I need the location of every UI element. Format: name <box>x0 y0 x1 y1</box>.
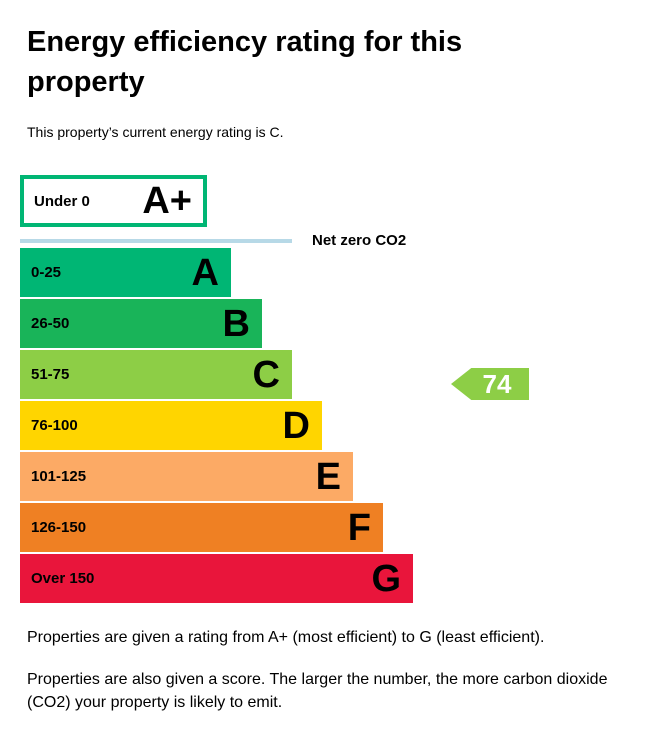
current-score-value: 74 <box>482 369 512 399</box>
band-b-letter: B <box>222 302 250 345</box>
band-e: 101-125 E <box>20 452 353 501</box>
score-explanation: Properties are also given a score. The l… <box>27 671 608 711</box>
net-zero-row: Net zero CO2 <box>20 232 450 249</box>
current-score-pointer: 74 <box>451 368 529 400</box>
band-d-range: 76-100 <box>31 417 78 434</box>
band-f-letter: F <box>347 506 371 549</box>
band-b: 26-50 B <box>20 299 262 348</box>
band-a: 0-25 A <box>20 248 231 297</box>
band-e-range: 101-125 <box>31 468 87 485</box>
energy-rating-chart: Under 0 A+ Net zero CO2 0-25 A 26-50 B 5… <box>20 175 450 605</box>
band-d: 76-100 D <box>20 401 322 450</box>
band-a-range: 0-25 <box>31 264 62 281</box>
net-zero-label: Net zero CO2 <box>312 232 407 249</box>
band-g-range: Over 150 <box>31 570 95 587</box>
band-g-letter: G <box>371 557 401 600</box>
band-g: Over 150 G <box>20 554 413 603</box>
net-zero-line <box>20 238 292 243</box>
rating-explanation: Properties are given a rating from A+ (m… <box>27 629 545 646</box>
band-f-range: 126-150 <box>31 519 87 536</box>
band-f: 126-150 F <box>20 503 383 552</box>
band-a-plus: Under 0 A+ <box>20 175 207 227</box>
band-c-range: 51-75 <box>31 366 70 383</box>
band-list: 0-25 A 26-50 B 51-75 C 76-100 D 101-125 … <box>20 248 450 603</box>
band-a-plus-letter: A+ <box>142 180 192 222</box>
band-e-letter: E <box>315 455 341 498</box>
band-a-letter: A <box>191 251 219 294</box>
page-title: Energy efficiency rating for this proper… <box>27 26 463 98</box>
band-a-plus-range: Under 0 <box>34 192 90 210</box>
band-c-letter: C <box>252 353 280 396</box>
band-d-letter: D <box>282 404 310 447</box>
current-rating-summary: This property’s current energy rating is… <box>27 124 284 140</box>
band-b-range: 26-50 <box>31 315 70 332</box>
band-c: 51-75 C <box>20 350 292 399</box>
